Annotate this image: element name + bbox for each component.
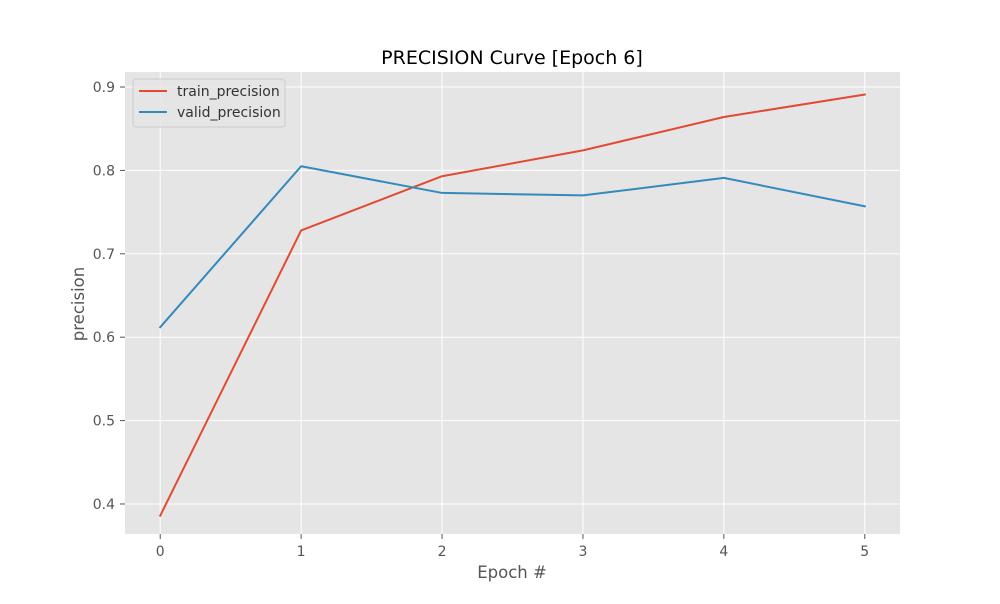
x-tick-label: 1 <box>297 544 306 560</box>
series-line-train-precision <box>158 93 866 517</box>
x-tick-label: 4 <box>719 544 728 560</box>
y-tick-label: 0.5 <box>93 414 115 430</box>
y-tick-label: 0.7 <box>93 247 115 263</box>
legend: train_precision valid_precision <box>132 78 286 128</box>
y-tick-label: 0.4 <box>93 497 115 513</box>
legend-box <box>132 78 286 128</box>
y-axis-title: precision <box>69 267 88 341</box>
chart-title: PRECISION Curve [Epoch 6] <box>381 47 643 69</box>
y-tick-label: 0.6 <box>93 330 115 346</box>
legend-label-train-precision: train_precision <box>177 84 280 100</box>
series-line-valid-precision <box>158 165 866 329</box>
x-axis-ticks: 0 1 2 3 4 5 <box>156 534 869 560</box>
y-tick-label: 0.8 <box>93 163 115 179</box>
x-axis-title: Epoch # <box>477 563 547 582</box>
series-lines <box>158 93 866 517</box>
y-axis-ticks: 0.4 0.5 0.6 0.7 0.8 0.9 <box>93 80 125 513</box>
y-tick-label: 0.9 <box>93 80 115 96</box>
x-tick-label: 5 <box>860 544 869 560</box>
legend-label-valid-precision: valid_precision <box>177 105 281 121</box>
x-tick-label: 2 <box>438 544 447 560</box>
x-tick-label: 3 <box>578 544 587 560</box>
x-tick-label: 0 <box>156 544 165 560</box>
plot-area <box>125 72 900 534</box>
